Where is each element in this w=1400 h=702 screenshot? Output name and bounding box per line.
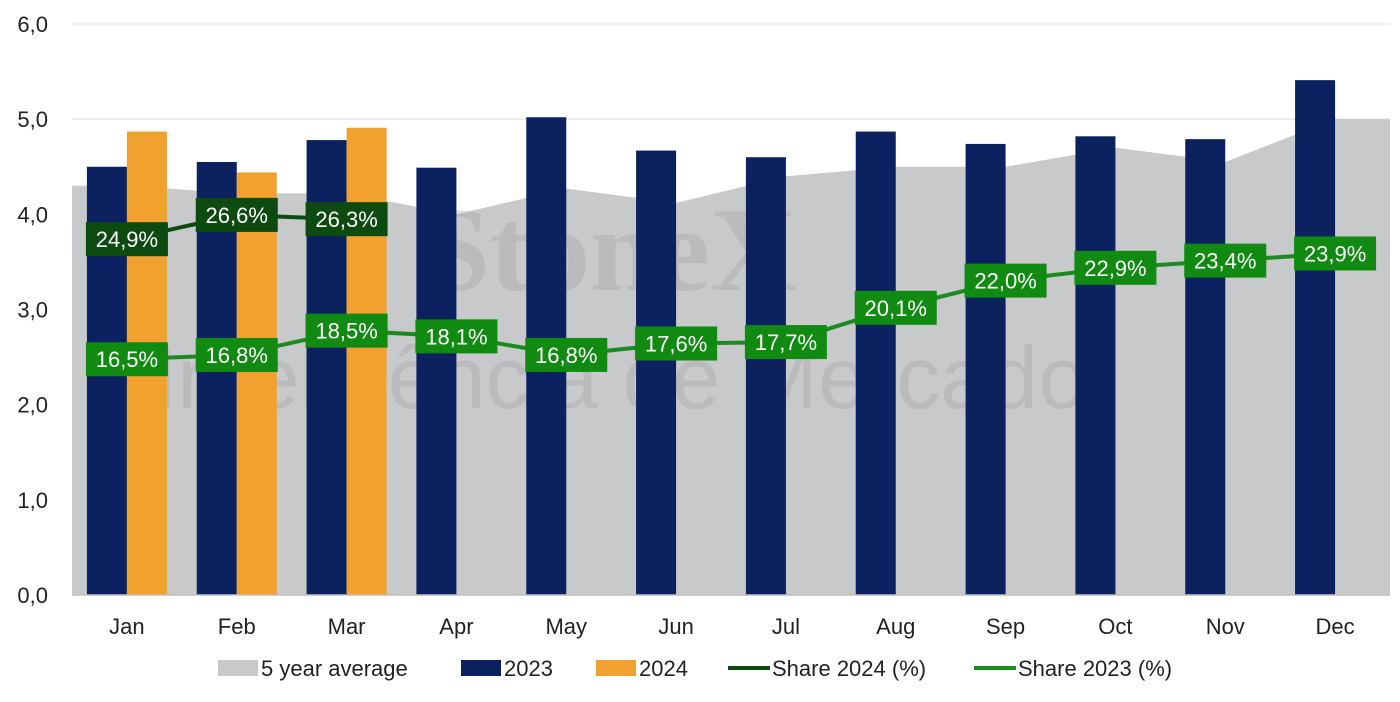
data-label: 16,8% bbox=[206, 343, 268, 368]
y-tick-label: 1,0 bbox=[17, 488, 48, 513]
bar-2023-oct bbox=[1075, 136, 1116, 595]
bar-2023-aug bbox=[855, 131, 896, 595]
y-tick-label: 5,0 bbox=[17, 107, 48, 132]
bar-2024-feb bbox=[236, 172, 277, 595]
legend-label-2023: 2023 bbox=[504, 656, 553, 681]
data-label: 17,7% bbox=[755, 330, 817, 355]
x-tick-label: Nov bbox=[1206, 614, 1245, 639]
data-label: 22,0% bbox=[974, 269, 1036, 294]
data-label-box bbox=[1074, 250, 1157, 285]
y-tick-label: 6,0 bbox=[17, 12, 48, 37]
data-label-box bbox=[635, 326, 718, 361]
data-label-box bbox=[525, 337, 608, 372]
data-label-box bbox=[305, 313, 388, 348]
x-tick-label: Oct bbox=[1098, 614, 1132, 639]
data-label-box bbox=[85, 342, 168, 377]
data-label: 16,8% bbox=[535, 343, 597, 368]
legend-label-2024: 2024 bbox=[639, 656, 688, 681]
y-tick-label: 4,0 bbox=[17, 202, 48, 227]
data-label-box bbox=[1184, 243, 1267, 278]
legend-swatch-2024 bbox=[596, 660, 636, 676]
y-tick-label: 3,0 bbox=[17, 298, 48, 323]
area-series bbox=[72, 119, 1390, 596]
data-label: 23,4% bbox=[1194, 249, 1256, 274]
data-label: 17,6% bbox=[645, 332, 707, 357]
x-tick-label: Sep bbox=[986, 614, 1025, 639]
line-series: 24,9% 26,6% 26,3% 16,5% 16,8% 18,5% 18,1% 16,8%… bbox=[85, 197, 1377, 377]
data-label-box bbox=[964, 263, 1047, 298]
data-label: 23,9% bbox=[1304, 241, 1366, 266]
data-label-box bbox=[85, 222, 168, 257]
data-label: 20,1% bbox=[865, 296, 927, 321]
bar-2023-apr bbox=[416, 167, 457, 595]
bar-2023-jul bbox=[745, 157, 786, 595]
x-tick-label: Apr bbox=[439, 614, 473, 639]
x-tick-label: Jan bbox=[109, 614, 144, 639]
x-tick-label: Feb bbox=[218, 614, 256, 639]
data-label-box bbox=[195, 197, 278, 232]
y-tick-label: 0,0 bbox=[17, 583, 48, 608]
bar-2023-sep bbox=[965, 143, 1006, 595]
legend: 5 year average 2023 2024 Share 2024 (%) Shar… bbox=[218, 656, 1172, 681]
x-tick-label: Mar bbox=[328, 614, 366, 639]
data-label: 16,5% bbox=[96, 347, 158, 372]
legend-label-share-2024-: Share 2024 (%) bbox=[772, 656, 926, 681]
bar-2023-dec bbox=[1295, 80, 1336, 596]
watermark-brand: StoneX bbox=[423, 183, 796, 316]
y-tick-label: 2,0 bbox=[17, 393, 48, 418]
data-label: 24,9% bbox=[96, 227, 158, 252]
bar-2024-mar bbox=[346, 127, 387, 596]
data-label-box bbox=[195, 337, 278, 372]
x-tick-label: May bbox=[545, 614, 587, 639]
data-label-box bbox=[854, 290, 937, 325]
legend-swatch-2023 bbox=[461, 660, 501, 676]
bar-2023-jun bbox=[636, 150, 677, 596]
axes: 0,0 1,0 2,0 3,0 4,0 5,0 6,0 Jan Feb Mar Apr May Jun J… bbox=[17, 12, 1390, 639]
legend-swatch-5-year-average bbox=[218, 660, 258, 676]
data-label: 22,9% bbox=[1084, 256, 1146, 281]
x-tick-label: Jul bbox=[772, 614, 800, 639]
data-label: 26,3% bbox=[315, 207, 377, 232]
area-5-year-average bbox=[72, 119, 1390, 596]
bar-2023-nov bbox=[1185, 139, 1226, 595]
data-label: 18,5% bbox=[315, 319, 377, 344]
x-tick-label: Aug bbox=[876, 614, 915, 639]
data-label-box bbox=[1294, 236, 1377, 271]
data-label: 26,6% bbox=[206, 203, 268, 228]
data-label-box bbox=[415, 319, 498, 354]
data-label-box bbox=[744, 325, 827, 360]
x-tick-label: Jun bbox=[658, 614, 693, 639]
x-tick-label: Dec bbox=[1316, 614, 1355, 639]
legend-label-5-year-average: 5 year average bbox=[261, 656, 408, 681]
bar-2023-feb bbox=[196, 161, 237, 595]
data-label: 18,1% bbox=[425, 324, 487, 349]
data-label-box bbox=[305, 202, 388, 237]
legend-label-share-2023-: Share 2023 (%) bbox=[1018, 656, 1172, 681]
